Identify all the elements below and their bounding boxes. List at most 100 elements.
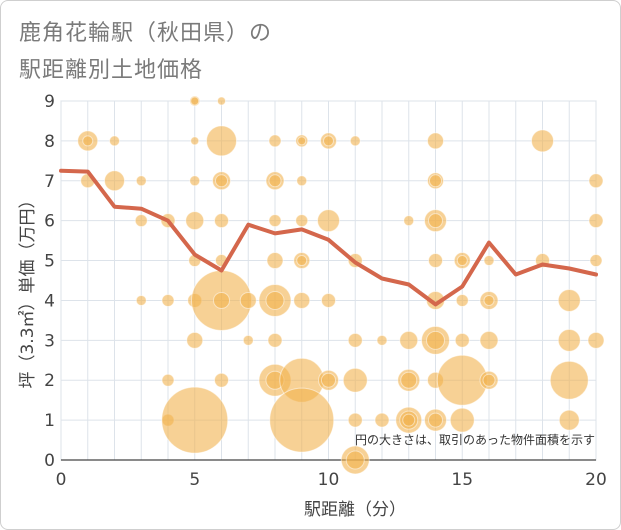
size-note: 円の大きさは、取引のあった物件面積を示す <box>355 432 595 447</box>
bubble-point <box>161 373 175 387</box>
grid-lines <box>60 100 597 461</box>
trend-line-layer <box>59 168 598 307</box>
bubble-point <box>399 330 419 350</box>
y-tick-label: 5 <box>44 252 55 272</box>
bubble-point <box>558 409 580 431</box>
bubble-point <box>82 135 94 147</box>
bubble-point <box>557 328 581 352</box>
x-tick-label: 5 <box>189 470 200 490</box>
bubble-point <box>588 213 604 229</box>
bubble-point <box>267 332 283 348</box>
bubble-point <box>454 332 470 348</box>
bubble-point <box>104 170 125 192</box>
bubble-point <box>134 214 148 228</box>
bubble-point <box>206 125 237 157</box>
bubble-point <box>589 254 603 268</box>
x-axis-ticks: 0 5 10 15 20 <box>56 470 607 490</box>
bubble-point <box>239 291 257 309</box>
bubble-point <box>190 136 200 146</box>
bubble-point <box>557 288 581 312</box>
bubble-point <box>374 412 390 428</box>
bubble-point <box>403 215 415 227</box>
bubble-point <box>482 373 496 387</box>
bubble-point <box>268 214 282 228</box>
bubble-point <box>135 294 147 306</box>
bubble-point <box>135 175 147 187</box>
bubble-point <box>215 174 228 188</box>
bubble-point <box>186 331 204 349</box>
bubble-point <box>349 135 361 147</box>
bubble-point <box>269 387 335 453</box>
bubble-point <box>456 255 468 267</box>
bubble-point <box>587 331 605 349</box>
bubble-point <box>109 135 120 147</box>
y-tick-label: 3 <box>44 331 55 351</box>
chart-title-line1: 鹿角花輪駅（秋田県）の <box>19 21 273 46</box>
bubble-point <box>323 135 334 147</box>
bubble-point <box>347 332 363 348</box>
bubble-point <box>588 173 604 189</box>
y-tick-label: 9 <box>44 92 55 112</box>
y-axis-label: 坪（3.3㎡）単価（万円） <box>18 191 38 388</box>
x-tick-label: 15 <box>451 470 473 490</box>
bubble-point <box>217 96 226 106</box>
bubble-point <box>428 253 443 269</box>
bubble-point <box>189 175 201 187</box>
bubble-layer <box>77 95 605 475</box>
bubble-point <box>429 174 442 188</box>
bubble-point <box>185 211 205 231</box>
y-tick-label: 6 <box>44 212 55 232</box>
bubble-point <box>400 371 418 389</box>
y-tick-label: 4 <box>44 291 55 311</box>
y-tick-label: 2 <box>44 371 55 391</box>
x-tick-label: 0 <box>56 470 67 490</box>
y-tick-label: 7 <box>44 172 55 192</box>
chart-title: 鹿角花輪駅（秋田県）の 駅距離別土地価格 <box>19 15 272 89</box>
bubble-point <box>214 372 229 388</box>
bubble-point <box>342 367 368 393</box>
bubble-point <box>297 136 307 146</box>
y-tick-label: 0 <box>44 451 55 471</box>
bubble-point <box>296 175 308 187</box>
bubble-point <box>427 132 444 150</box>
bubble-point <box>295 214 309 228</box>
bubble-point <box>531 129 554 153</box>
bubble-point <box>265 290 285 310</box>
bubble-point <box>268 134 282 148</box>
trend-line <box>59 168 598 307</box>
bubble-point <box>549 360 589 400</box>
bubble-point <box>345 450 365 470</box>
bubble-point <box>426 330 445 350</box>
bubble-point <box>317 209 340 233</box>
bubble-point <box>347 412 363 428</box>
bubble-point <box>161 386 229 454</box>
bubble-point <box>190 96 200 106</box>
bubble-point <box>296 255 308 267</box>
bubble-point <box>266 252 284 270</box>
y-axis-ticks: 0 1 2 3 4 5 6 7 8 9 <box>44 92 55 471</box>
bubble-point <box>455 293 469 307</box>
x-tick-label: 20 <box>585 470 607 490</box>
bubble-point <box>483 255 495 267</box>
bubble-point <box>321 372 336 388</box>
bubble-point <box>483 294 495 306</box>
bubble-point <box>213 291 230 309</box>
bubble-point <box>449 407 475 433</box>
x-axis-label: 駅距離（分） <box>304 500 406 520</box>
bubble-point <box>479 330 499 350</box>
y-tick-label: 8 <box>44 132 55 152</box>
bubble-point <box>161 293 175 307</box>
bubble-point <box>321 292 336 308</box>
bubble-point <box>214 213 229 229</box>
chart-title-line2: 駅距離別土地価格 <box>19 58 204 83</box>
bubble-point <box>428 412 443 428</box>
bubble-point <box>293 291 311 309</box>
bubble-point <box>268 174 282 188</box>
y-tick-label: 1 <box>44 411 55 431</box>
bubble-point <box>242 334 254 346</box>
bubble-point <box>376 334 388 346</box>
bubble-point <box>428 213 443 229</box>
x-tick-label: 10 <box>318 470 340 490</box>
bubble-point <box>402 413 416 427</box>
